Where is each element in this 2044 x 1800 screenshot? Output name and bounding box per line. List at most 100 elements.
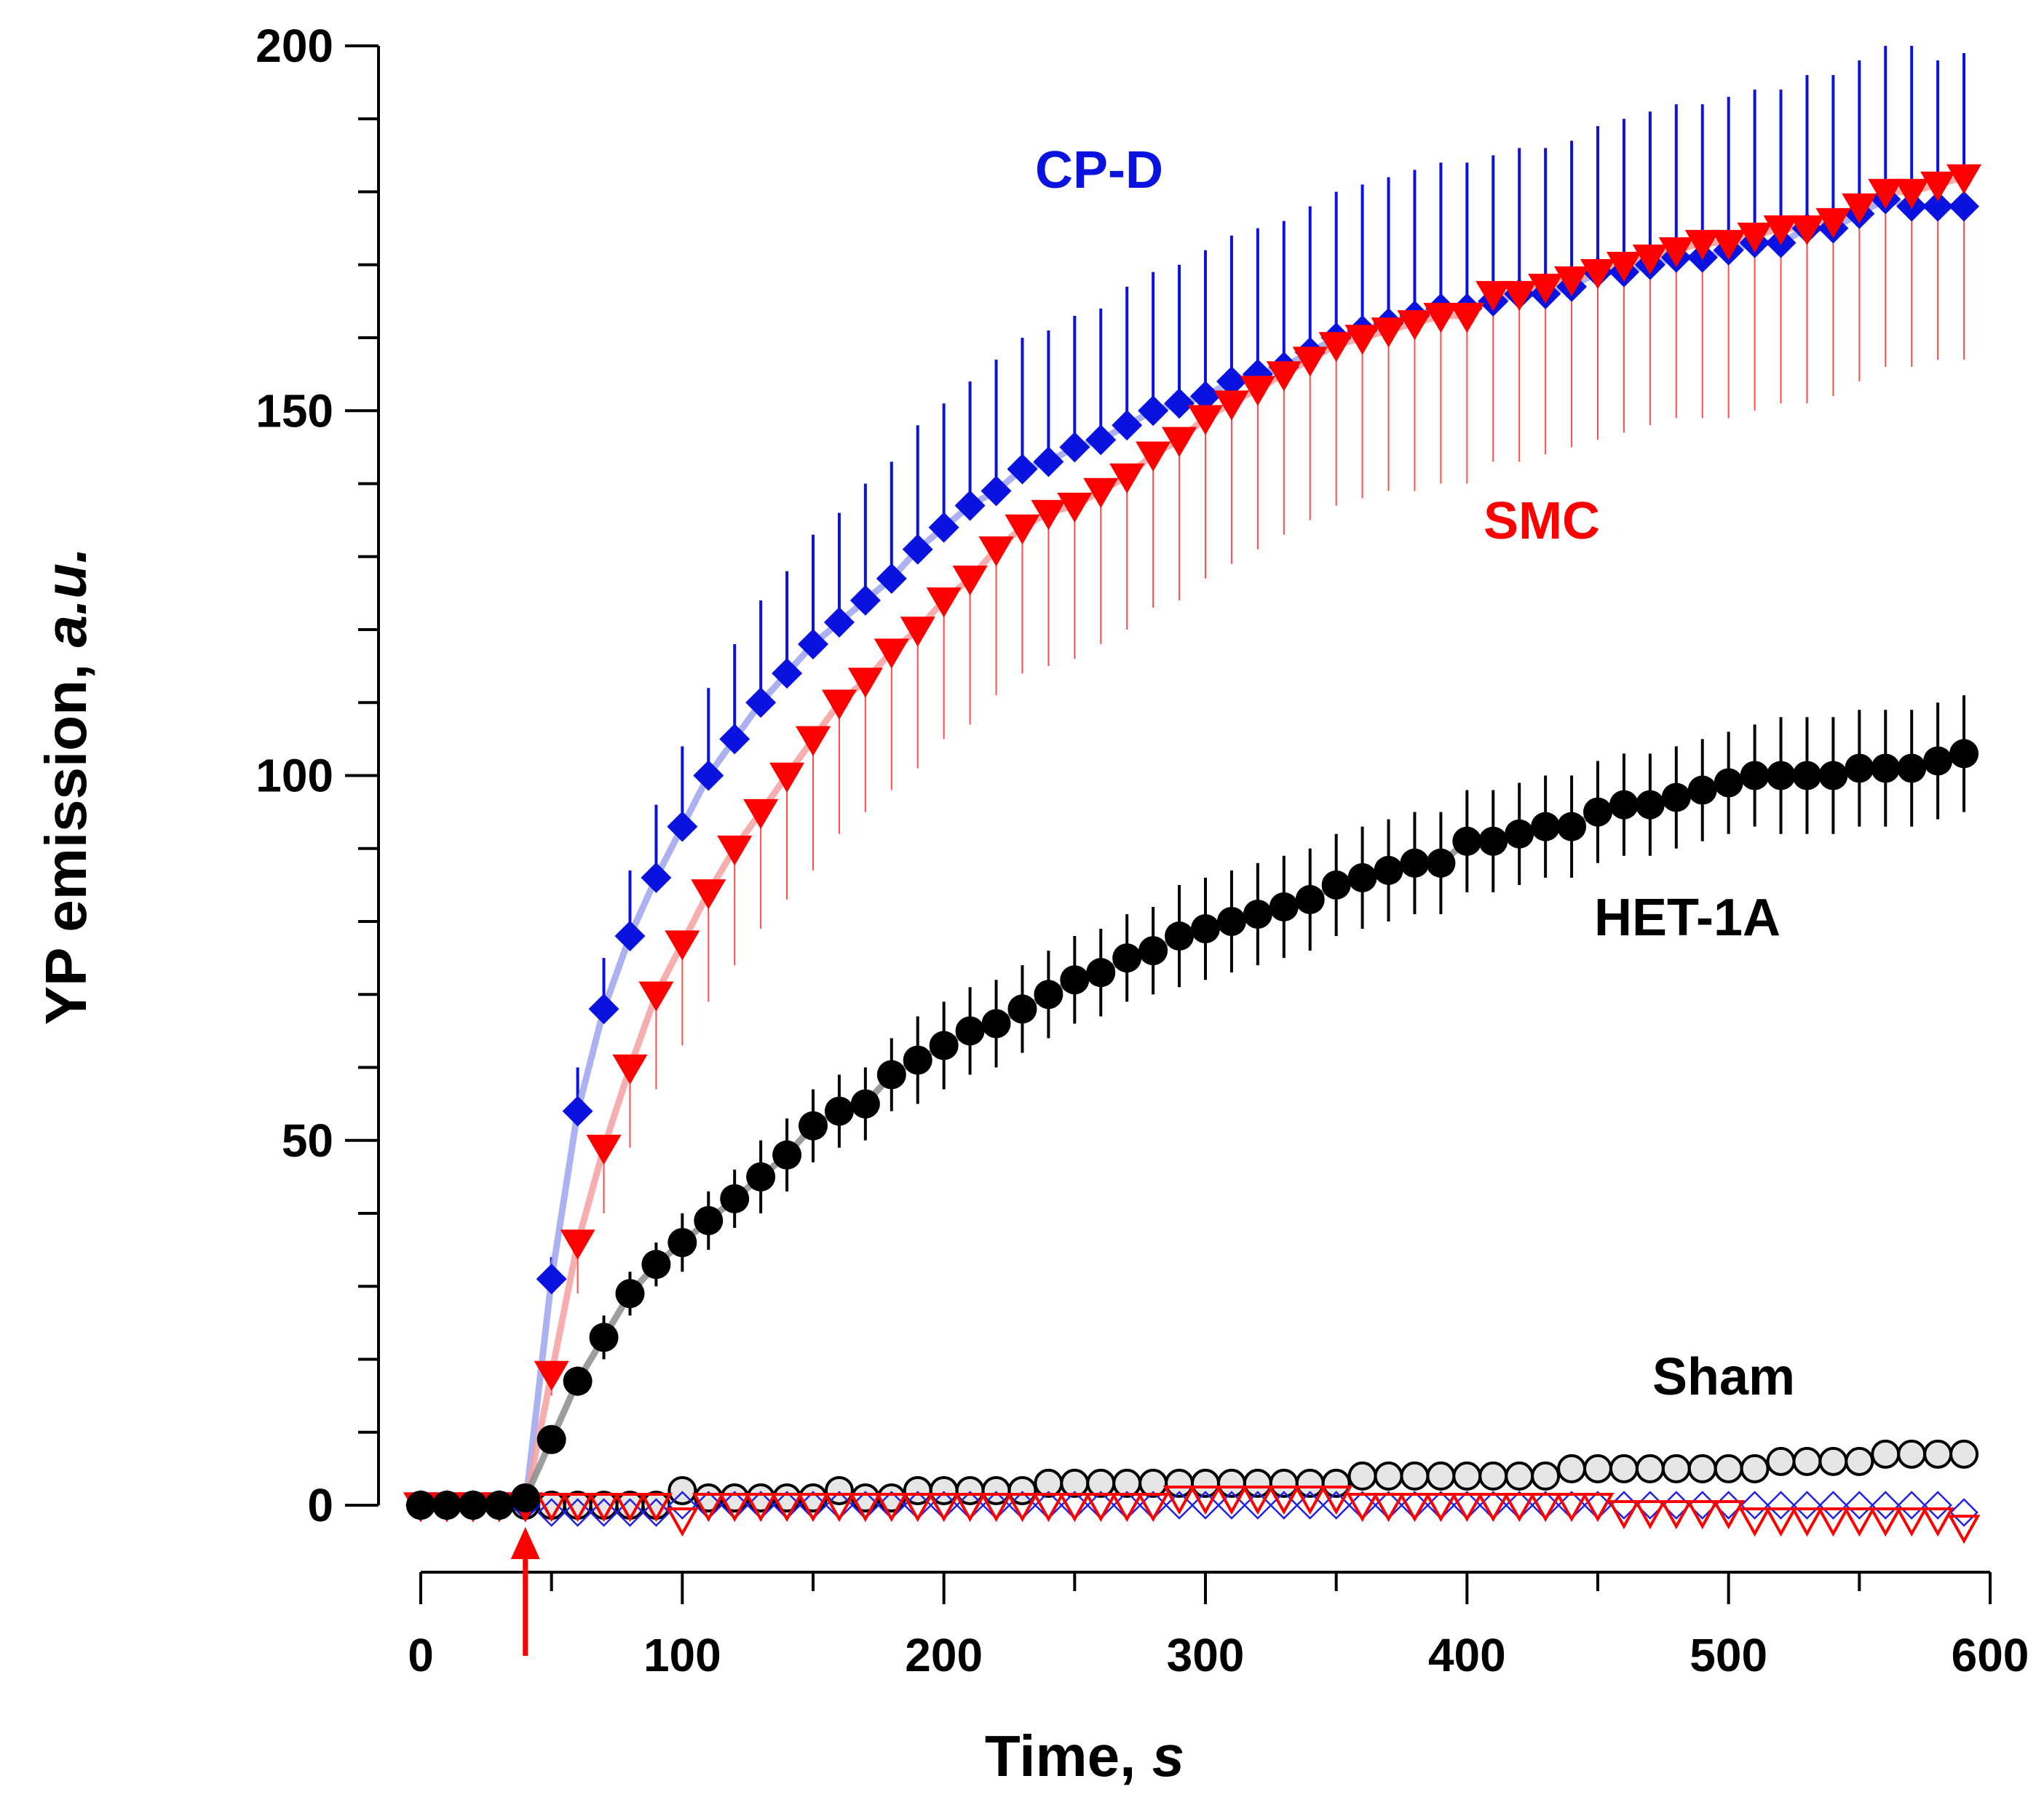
- cp-d-marker-7: [588, 994, 619, 1025]
- smc-marker-43: [1528, 274, 1564, 304]
- y-tick-label-50: 50: [282, 1114, 333, 1167]
- het-1a-marker-21: [955, 1016, 985, 1046]
- cp-d-marker-16: [823, 606, 855, 638]
- sham-smc-marker-57: [1895, 1507, 1928, 1537]
- het-1a-label: HET-1A: [1594, 889, 1780, 947]
- het-1a-marker-34: [1295, 884, 1325, 914]
- smc-marker-37: [1371, 317, 1406, 348]
- sham-smc-marker-50: [1712, 1500, 1746, 1530]
- sham-smc-marker-11: [692, 1493, 725, 1523]
- sham-het-1a-marker-47: [1635, 1454, 1665, 1483]
- x-tick-label-500: 500: [1690, 1629, 1767, 1681]
- sham-smc-marker-58: [1921, 1507, 1954, 1537]
- smc-marker-45: [1580, 259, 1616, 290]
- sham-cp-d-marker-6: [563, 1498, 593, 1527]
- smc-marker-9: [638, 981, 674, 1012]
- sham-cp-d-marker-52: [1766, 1491, 1796, 1520]
- sham-smc-marker-18: [875, 1493, 908, 1523]
- sham-het-1a-marker-58: [1923, 1439, 1953, 1469]
- smc-line: [421, 174, 1965, 1509]
- cp-d-marker-30: [1190, 381, 1221, 412]
- sham-het-1a-marker-42: [1505, 1461, 1534, 1491]
- smc-marker-32: [1240, 376, 1275, 406]
- sham-smc-marker-28: [1136, 1493, 1170, 1523]
- cp-d-marker-26: [1085, 424, 1117, 456]
- smc-marker-15: [795, 726, 831, 756]
- stimulus-arrow: [510, 1527, 540, 1656]
- x-tick-label-0: 0: [408, 1629, 434, 1681]
- smc-marker-51: [1737, 222, 1772, 253]
- sham-cp-d-marker-53: [1792, 1491, 1822, 1520]
- smc-marker-8: [612, 1054, 648, 1085]
- cp-d-marker-58: [1922, 191, 1954, 222]
- het-1a-marker-18: [876, 1060, 906, 1090]
- smc-marker-48: [1658, 237, 1694, 268]
- sham-smc-marker-44: [1555, 1493, 1588, 1523]
- cp-d-marker-10: [667, 811, 698, 842]
- markers-layer: [403, 164, 1982, 1545]
- sham-smc-marker-38: [1398, 1493, 1431, 1523]
- het-1a-marker-16: [824, 1096, 854, 1126]
- het-1a-marker-30: [1191, 914, 1220, 944]
- sham-smc-marker-14: [770, 1493, 804, 1523]
- sham-cp-d-marker-54: [1818, 1491, 1848, 1520]
- smc-marker-5: [534, 1360, 569, 1392]
- sham-het-1a-marker-35: [1321, 1468, 1351, 1498]
- sham-smc-marker-8: [614, 1493, 646, 1523]
- smc-marker-14: [769, 762, 805, 793]
- het-1a-marker-15: [799, 1111, 828, 1141]
- het-1a-marker-29: [1165, 921, 1195, 951]
- y-tick-label-0: 0: [307, 1479, 333, 1531]
- sham-het-1a-marker-12: [720, 1483, 750, 1512]
- het-1a-marker-27: [1112, 943, 1142, 973]
- sham-cp-d-marker-30: [1191, 1491, 1220, 1520]
- cp-d-marker-9: [641, 862, 672, 893]
- sham-cp-d-marker-46: [1609, 1491, 1639, 1520]
- sham-smc-marker-33: [1267, 1485, 1301, 1515]
- cp-d-marker-13: [745, 687, 777, 718]
- sham-het-1a-marker-14: [772, 1483, 802, 1512]
- stimulus-arrow-head: [510, 1527, 540, 1559]
- het-1a-marker-23: [1007, 994, 1037, 1024]
- sham-smc-marker-46: [1607, 1500, 1641, 1530]
- smc-marker-20: [926, 587, 962, 618]
- smc-marker-12: [717, 836, 753, 866]
- sham-smc-marker-5: [535, 1493, 569, 1523]
- sham-smc-marker-30: [1189, 1485, 1222, 1515]
- smc-marker-11: [691, 879, 726, 910]
- sham-smc-marker-19: [901, 1493, 935, 1523]
- sham-cp-d-marker-34: [1295, 1491, 1325, 1520]
- sham-cp-d-marker-5: [536, 1498, 566, 1527]
- sham-het-1a-marker-37: [1374, 1461, 1403, 1491]
- smc-marker-44: [1554, 266, 1590, 297]
- sham-cp-d-marker-8: [615, 1498, 645, 1527]
- sham-smc-marker-21: [954, 1493, 987, 1523]
- cp-d-marker-12: [719, 723, 750, 755]
- cp-d-marker-24: [1033, 446, 1064, 477]
- het-1a-marker-57: [1897, 753, 1927, 783]
- sham-het-1a-marker-45: [1583, 1454, 1612, 1483]
- cp-d-marker-28: [1138, 395, 1169, 427]
- smc-marker-46: [1606, 252, 1641, 282]
- cp-d-marker-20: [928, 512, 959, 543]
- het-1a-marker-0: [406, 1491, 435, 1520]
- cp-d-marker-29: [1164, 388, 1195, 419]
- sham-het-1a-marker-54: [1818, 1446, 1848, 1476]
- sham-cp-d-marker-9: [641, 1498, 671, 1527]
- sham-het-1a-marker-40: [1452, 1461, 1482, 1491]
- sham-het-1a-marker-15: [799, 1483, 828, 1512]
- smc-marker-54: [1815, 207, 1851, 239]
- smc-marker-10: [665, 930, 700, 961]
- sham-smc-marker-59: [1947, 1515, 1981, 1545]
- het-1a-marker-14: [772, 1140, 802, 1170]
- sham-smc-marker-54: [1816, 1507, 1850, 1537]
- smc-marker-53: [1789, 215, 1825, 246]
- smc-marker-58: [1920, 171, 1956, 202]
- sham-smc-marker-39: [1424, 1493, 1457, 1523]
- sham-cp-d-marker-31: [1217, 1491, 1246, 1520]
- cp-d-marker-6: [562, 1095, 593, 1127]
- smc-label: SMC: [1484, 492, 1600, 550]
- smc-marker-33: [1266, 361, 1302, 392]
- het-1a-marker-42: [1505, 819, 1534, 849]
